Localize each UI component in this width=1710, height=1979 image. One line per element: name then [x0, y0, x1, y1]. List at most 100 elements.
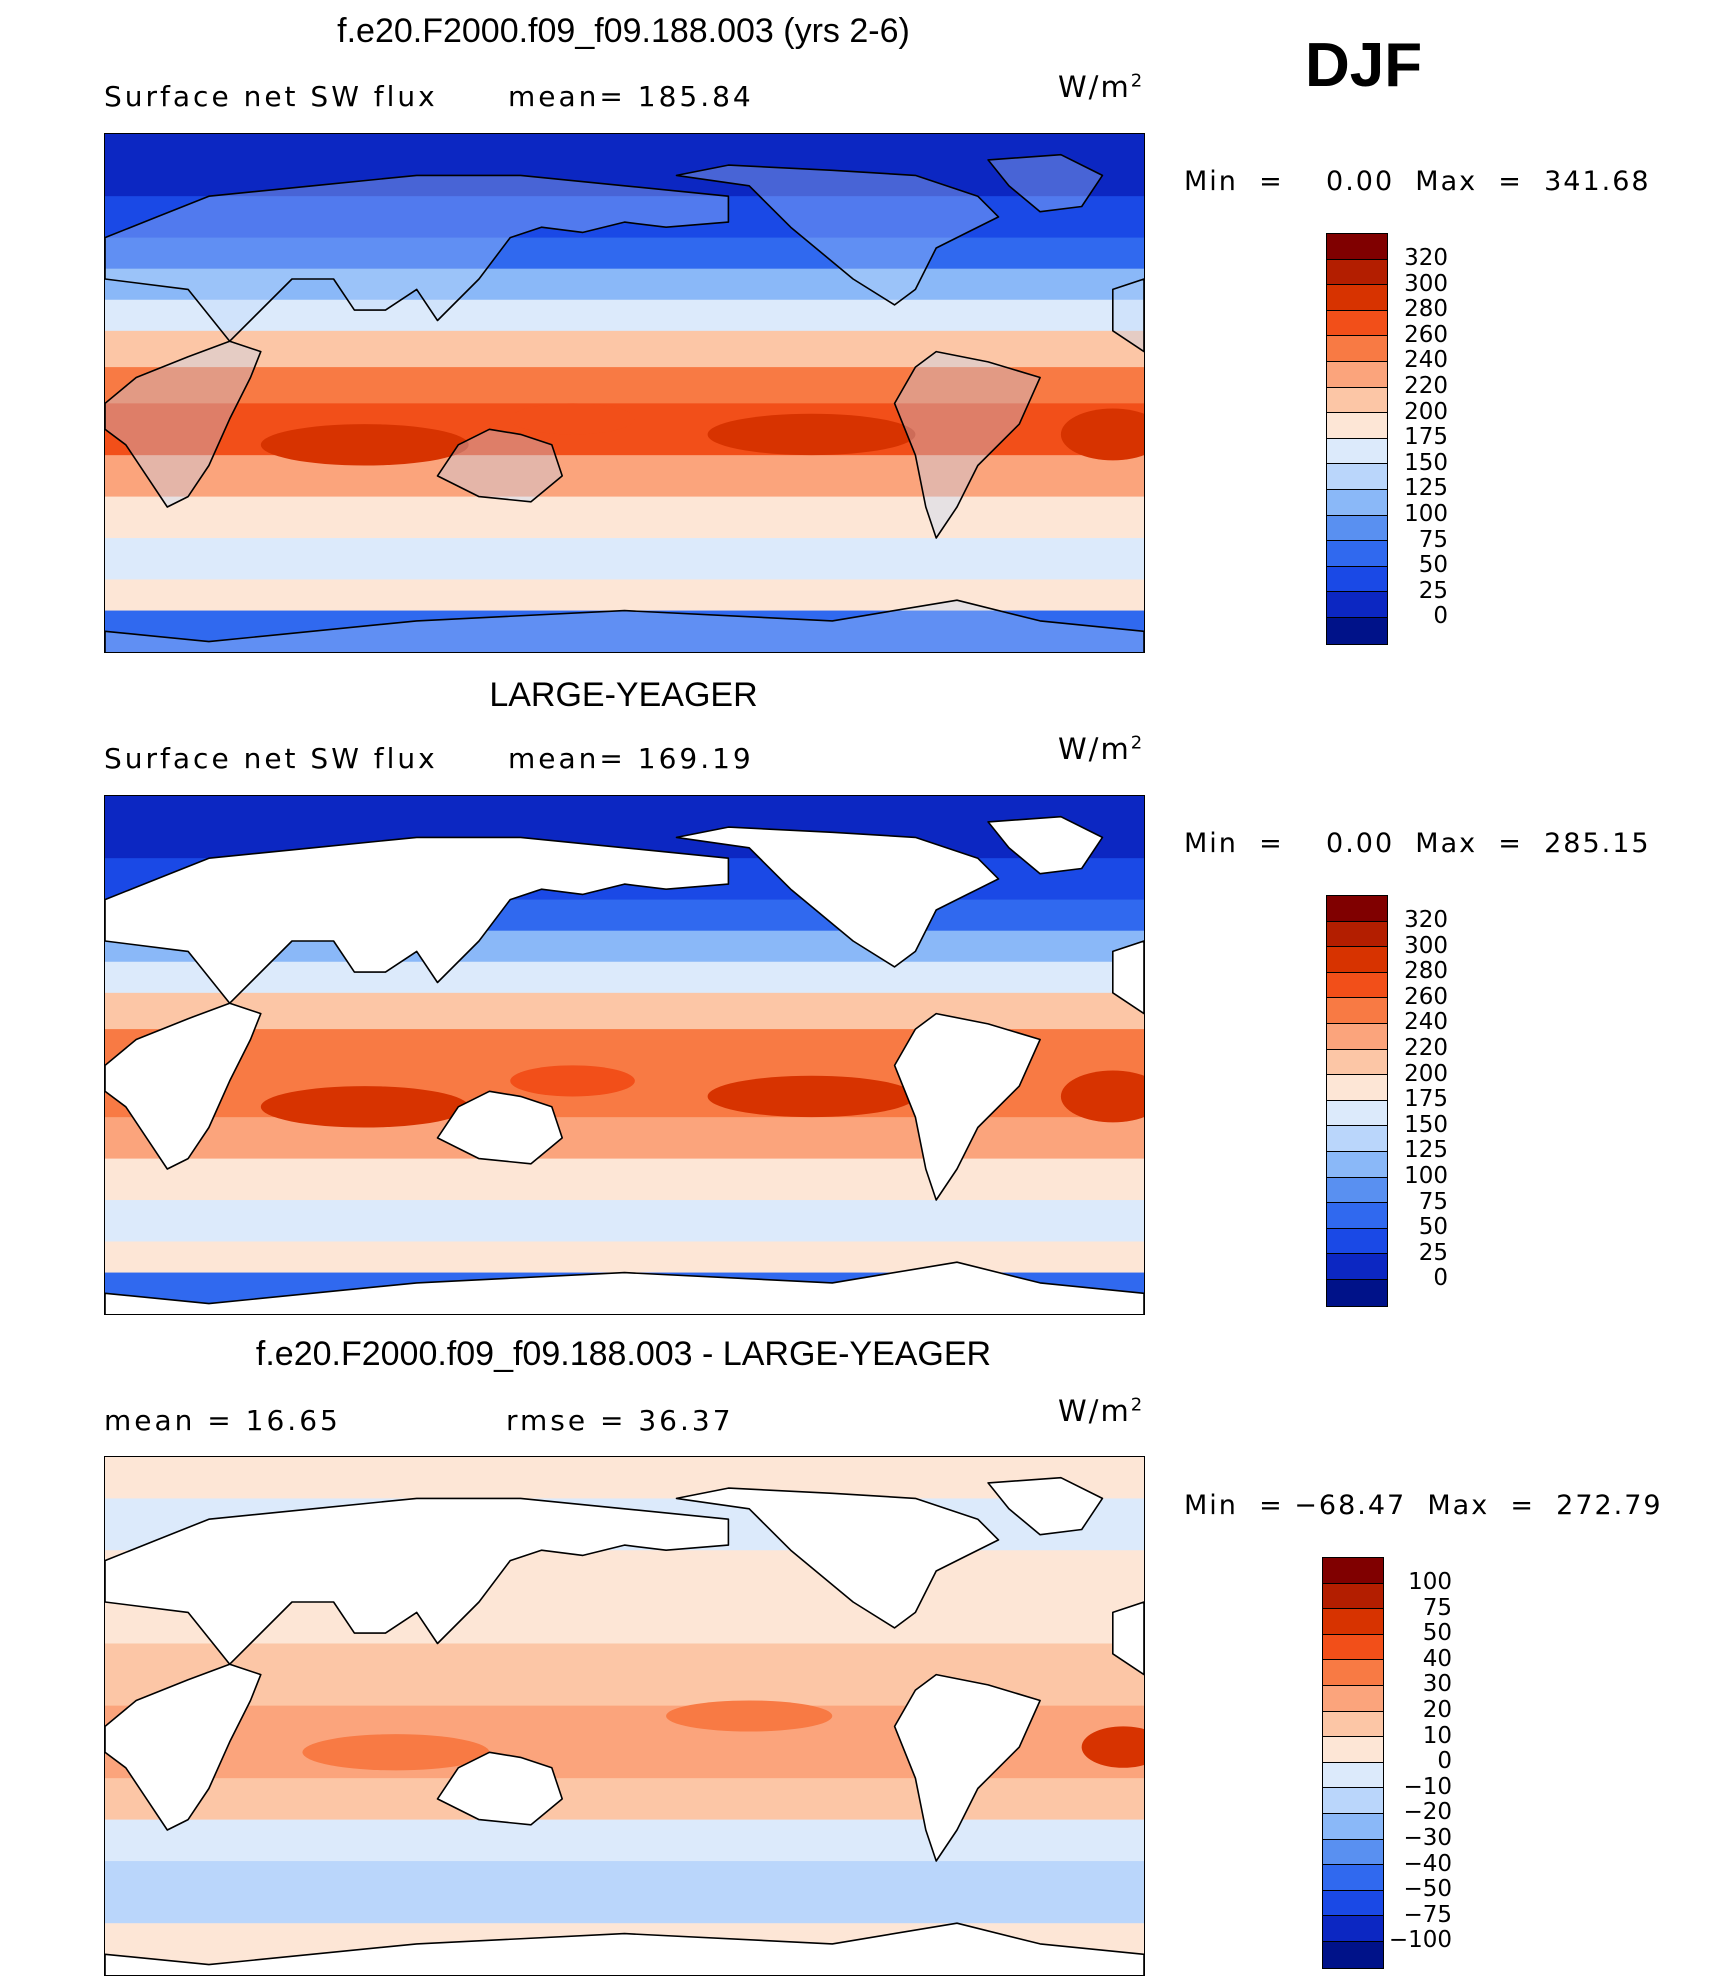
colorbar-swatch — [1327, 413, 1387, 439]
colorbar-tick-label: 280 — [1404, 296, 1448, 323]
contour-maximum — [260, 424, 469, 466]
contour-band — [105, 367, 1144, 405]
contour-band — [105, 268, 1144, 301]
panel-1-title: f.e20.F2000.f09_f09.188.003 (yrs 2-6) — [337, 12, 910, 50]
colorbar-tick-label: 100 — [1404, 1162, 1448, 1189]
colorbar-tick-label: 50 — [1418, 1214, 1448, 1241]
colorbar-swatch — [1327, 617, 1387, 644]
colorbar-swatch — [1323, 1839, 1383, 1866]
colorbar-swatch — [1323, 1941, 1383, 1968]
colorbar-tick-label: 50 — [1418, 552, 1448, 579]
contour-band — [105, 1778, 1144, 1821]
colorbar-swatch — [1327, 234, 1387, 260]
colorbar-tick-label: 40 — [1422, 1645, 1452, 1672]
colorbar-tick-label: 150 — [1404, 449, 1448, 476]
panel-2-variable: Surface net SW flux — [104, 742, 438, 775]
colorbar-swatch — [1327, 1203, 1387, 1229]
colorbar-tick-label: −75 — [1403, 1901, 1452, 1928]
colorbar-swatch — [1327, 566, 1387, 593]
panel-2-colorbar — [1326, 895, 1388, 1307]
colorbar-tick-label: 125 — [1404, 1137, 1448, 1164]
colorbar-swatch — [1323, 1737, 1383, 1763]
contour-band — [105, 1457, 1144, 1500]
contour-band — [105, 1158, 1144, 1202]
panel-2-title: LARGE-YEAGER — [489, 676, 758, 714]
colorbar-swatch — [1327, 541, 1387, 567]
colorbar-swatch — [1327, 1049, 1387, 1076]
contour-band — [105, 330, 1144, 369]
contour-band — [105, 1819, 1144, 1863]
colorbar-tick-label: 0 — [1437, 1748, 1452, 1775]
contour-maximum — [302, 1734, 490, 1771]
colorbar-swatch — [1323, 1865, 1383, 1891]
colorbar-swatch — [1327, 1023, 1387, 1050]
panel-3-mean: mean = 16.65 — [104, 1404, 341, 1437]
colorbar-swatch — [1323, 1890, 1383, 1917]
colorbar-tick-label: 125 — [1404, 475, 1448, 502]
colorbar-tick-label: 200 — [1404, 1060, 1448, 1087]
colorbar-tick-label: 320 — [1404, 907, 1448, 933]
colorbar-tick-label: 175 — [1404, 424, 1448, 451]
contour-band — [105, 134, 1144, 198]
contour-maximum — [707, 1075, 916, 1118]
contour-band — [105, 961, 1144, 994]
colorbar-swatch — [1323, 1711, 1383, 1738]
panel-3-colorbar — [1322, 1557, 1384, 1969]
contour-band — [105, 455, 1144, 498]
colorbar-swatch — [1323, 1762, 1383, 1789]
colorbar-swatch — [1327, 285, 1387, 311]
contour-maximum — [1060, 408, 1144, 461]
coastline — [105, 1476, 1144, 1975]
colorbar-swatch — [1327, 259, 1387, 286]
contour-maximum — [260, 1086, 469, 1128]
contour-maximum — [510, 1065, 635, 1097]
colorbar-swatch — [1323, 1634, 1383, 1661]
colorbar-swatch — [1327, 998, 1387, 1024]
panel-1-variable: Surface net SW flux — [104, 80, 438, 113]
colorbar-tick-label: −100 — [1388, 1927, 1452, 1954]
colorbar-swatch — [1327, 1075, 1387, 1101]
colorbar-swatch — [1327, 387, 1387, 414]
colorbar-swatch — [1323, 1916, 1383, 1942]
colorbar-swatch — [1327, 310, 1387, 337]
colorbar-swatch — [1327, 1126, 1387, 1152]
colorbar-tick-label: 260 — [1404, 983, 1448, 1010]
colorbar-tick-label: 30 — [1422, 1671, 1452, 1698]
contour-band — [105, 538, 1144, 581]
colorbar-tick-label: 50 — [1422, 1620, 1452, 1647]
colorbar-tick-label: 300 — [1404, 932, 1448, 959]
colorbar-swatch — [1327, 1177, 1387, 1204]
panel-1-map — [104, 133, 1145, 653]
colorbar-tick-label: 0 — [1433, 1265, 1448, 1292]
panel-2-colorbar-labels: 320 300 280 260 240 220 200 175 150 125 100 75 50 25 0 — [1368, 907, 1448, 1292]
colorbar-tick-label: 150 — [1404, 1111, 1448, 1138]
panel-2-units: W/m2 — [1058, 732, 1143, 766]
colorbar-tick-label: 200 — [1404, 398, 1448, 425]
land-field — [105, 154, 1144, 652]
contour-maximum — [510, 403, 635, 435]
colorbar-tick-label: 100 — [1404, 500, 1448, 527]
colorbar-swatch — [1327, 515, 1387, 542]
colorbar-tick-label: −40 — [1403, 1850, 1452, 1877]
colorbar-swatch — [1327, 896, 1387, 922]
colorbar-swatch — [1323, 1788, 1383, 1814]
colorbar-swatch — [1327, 464, 1387, 490]
colorbar-tick-label: 260 — [1404, 321, 1448, 348]
colorbar-swatch — [1327, 336, 1387, 362]
contour-band — [105, 496, 1144, 540]
panel-3-title: f.e20.F2000.f09_f09.188.003 - LARGE-YEAG… — [255, 1335, 992, 1373]
coastline — [105, 815, 1144, 1314]
colorbar-swatch — [1323, 1583, 1383, 1610]
colorbar-tick-label: 240 — [1404, 1009, 1448, 1036]
colorbar-swatch — [1327, 1228, 1387, 1255]
contour-maximum — [1081, 1726, 1144, 1768]
colorbar-tick-label: 0 — [1433, 603, 1448, 630]
panel-3-rmse: rmse = 36.37 — [506, 1404, 734, 1437]
panel-2-map — [104, 795, 1145, 1315]
colorbar-tick-label: 25 — [1418, 1239, 1448, 1266]
colorbar-swatch — [1327, 1100, 1387, 1127]
contour-band — [105, 579, 1144, 612]
colorbar-tick-label: 280 — [1404, 958, 1448, 985]
panel-1-units: W/m2 — [1058, 70, 1143, 104]
panel-1-colorbar — [1326, 233, 1388, 645]
